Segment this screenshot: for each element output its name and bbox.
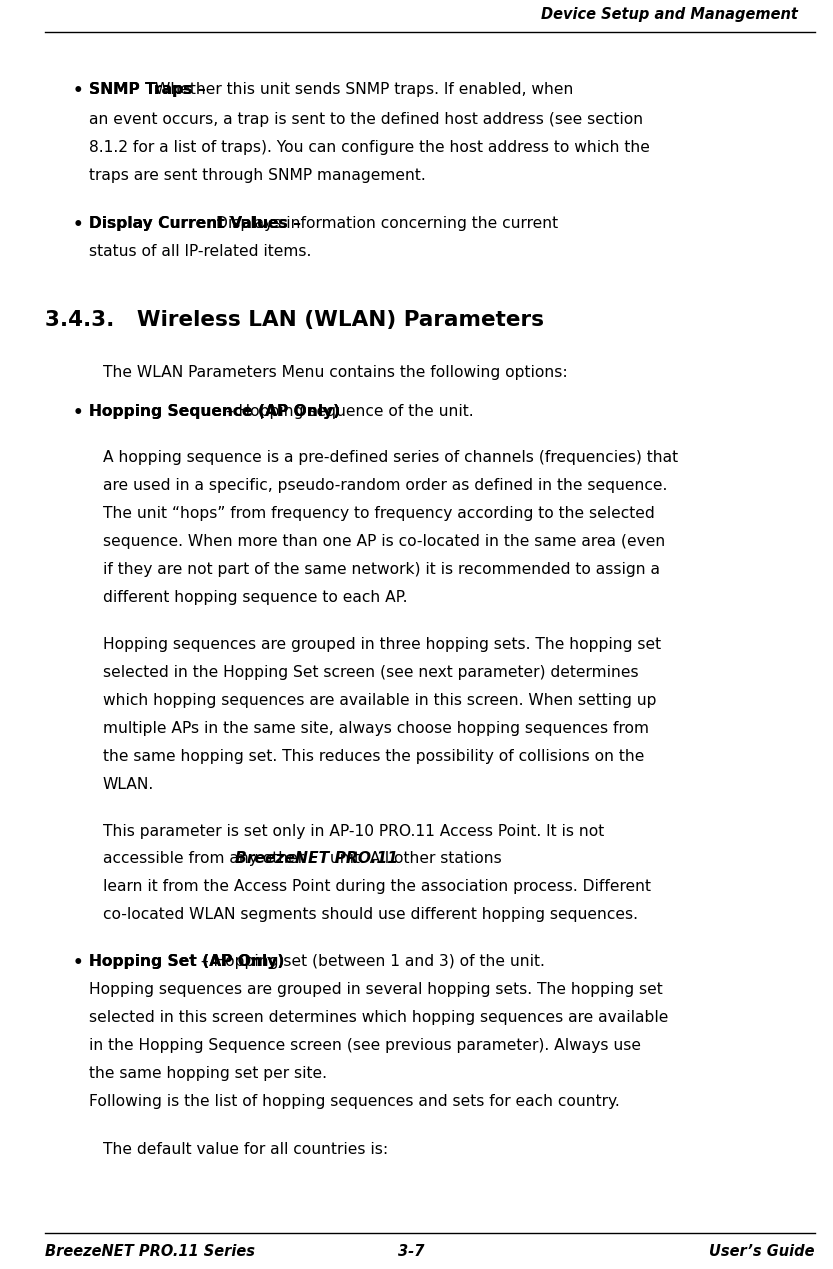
Text: selected in this screen determines which hopping sequences are available: selected in this screen determines which… <box>89 1010 668 1025</box>
Text: Hopping sequences are grouped in three hopping sets. The hopping set: Hopping sequences are grouped in three h… <box>102 637 661 652</box>
Text: SNMP Traps –: SNMP Traps – <box>89 82 211 98</box>
Text: 8.1.2 for a list of traps). You can configure the host address to which the: 8.1.2 for a list of traps). You can conf… <box>89 140 650 155</box>
Text: accessible from any other: accessible from any other <box>102 851 309 867</box>
Text: – Hopping set (between 1 and 3) of the unit.: – Hopping set (between 1 and 3) of the u… <box>196 954 545 970</box>
Text: an event occurs, a trap is sent to the defined host address (see section: an event occurs, a trap is sent to the d… <box>89 112 643 127</box>
Text: multiple APs in the same site, always choose hopping sequences from: multiple APs in the same site, always ch… <box>102 721 649 736</box>
Text: are used in a specific, pseudo-random order as defined in the sequence.: are used in a specific, pseudo-random or… <box>102 478 667 494</box>
Text: in the Hopping Sequence screen (see previous parameter). Always use: in the Hopping Sequence screen (see prev… <box>89 1038 641 1053</box>
Text: if they are not part of the same network) it is recommended to assign a: if they are not part of the same network… <box>102 562 660 577</box>
Text: •: • <box>72 82 83 100</box>
Text: The unit “hops” from frequency to frequency according to the selected: The unit “hops” from frequency to freque… <box>102 506 655 522</box>
Text: Hopping Sequence (AP Only): Hopping Sequence (AP Only) <box>89 404 340 419</box>
Text: 3-7: 3-7 <box>398 1244 425 1259</box>
Text: The default value for all countries is:: The default value for all countries is: <box>102 1142 388 1157</box>
Text: unit. All other stations: unit. All other stations <box>325 851 501 867</box>
Text: BreezeNET PRO.11: BreezeNET PRO.11 <box>236 851 398 867</box>
Text: traps are sent through SNMP management.: traps are sent through SNMP management. <box>89 168 426 183</box>
Text: Displays information concerning the current: Displays information concerning the curr… <box>217 216 558 231</box>
Text: Hopping Sequence (AP Only): Hopping Sequence (AP Only) <box>89 404 340 419</box>
Text: WLAN.: WLAN. <box>102 777 154 792</box>
Text: BreezeNET PRO.11 Series: BreezeNET PRO.11 Series <box>45 1244 255 1259</box>
Text: learn it from the Access Point during the association process. Different: learn it from the Access Point during th… <box>102 879 651 895</box>
Text: Hopping Set (AP Only): Hopping Set (AP Only) <box>89 954 284 970</box>
Text: – Hopping sequence of the unit.: – Hopping sequence of the unit. <box>222 404 474 419</box>
Text: The WLAN Parameters Menu contains the following options:: The WLAN Parameters Menu contains the fo… <box>102 365 567 381</box>
Text: status of all IP-related items.: status of all IP-related items. <box>89 244 312 259</box>
Text: the same hopping set per site.: the same hopping set per site. <box>89 1066 327 1081</box>
Text: co-located WLAN segments should use different hopping sequences.: co-located WLAN segments should use diff… <box>102 907 638 923</box>
Text: •: • <box>72 954 83 972</box>
Text: Whether this unit sends SNMP traps. If enabled, when: Whether this unit sends SNMP traps. If e… <box>155 82 574 98</box>
Text: Following is the list of hopping sequences and sets for each country.: Following is the list of hopping sequenc… <box>89 1094 620 1109</box>
Text: the same hopping set. This reduces the possibility of collisions on the: the same hopping set. This reduces the p… <box>102 749 644 764</box>
Text: Display Current Values –: Display Current Values – <box>89 216 307 231</box>
Text: •: • <box>72 216 83 233</box>
Text: User’s Guide: User’s Guide <box>709 1244 815 1259</box>
Text: SNMP Traps –: SNMP Traps – <box>89 82 211 98</box>
Text: A hopping sequence is a pre-defined series of channels (frequencies) that: A hopping sequence is a pre-defined seri… <box>102 450 678 466</box>
Text: sequence. When more than one AP is co-located in the same area (even: sequence. When more than one AP is co-lo… <box>102 534 665 549</box>
Text: Hopping sequences are grouped in several hopping sets. The hopping set: Hopping sequences are grouped in several… <box>89 982 662 997</box>
Text: selected in the Hopping Set screen (see next parameter) determines: selected in the Hopping Set screen (see … <box>102 665 638 680</box>
Text: which hopping sequences are available in this screen. When setting up: which hopping sequences are available in… <box>102 693 656 708</box>
Text: Display Current Values –: Display Current Values – <box>89 216 307 231</box>
Text: 3.4.3.   Wireless LAN (WLAN) Parameters: 3.4.3. Wireless LAN (WLAN) Parameters <box>45 310 544 330</box>
Text: •: • <box>72 404 83 421</box>
Text: Device Setup and Management: Device Setup and Management <box>541 6 798 22</box>
Text: different hopping sequence to each AP.: different hopping sequence to each AP. <box>102 590 407 605</box>
Text: Hopping Set (AP Only): Hopping Set (AP Only) <box>89 954 284 970</box>
Text: This parameter is set only in AP-10 PRO.11 Access Point. It is not: This parameter is set only in AP-10 PRO.… <box>102 824 604 839</box>
